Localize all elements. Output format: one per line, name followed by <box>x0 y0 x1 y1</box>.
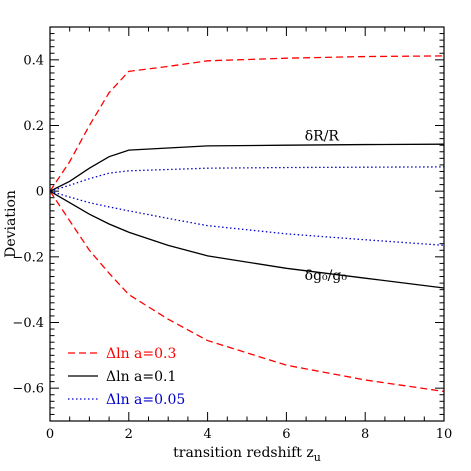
series-line-0-dR <box>49 55 445 192</box>
y-axis-label: Deviation <box>3 190 19 258</box>
tick-labels: 0 2 4 6 8 10 −0.6 −0.4 −0.2 0 0.2 0.4 <box>12 53 452 442</box>
x-tick-label: 8 <box>361 427 369 442</box>
y-tick-label: 0 <box>36 185 44 200</box>
series-lines <box>49 55 445 393</box>
axis-ticks <box>49 26 445 422</box>
legend-label-1: Δln a=0.1 <box>106 369 176 385</box>
legend: Δln a=0.3 Δln a=0.1 Δln a=0.05 <box>68 346 185 408</box>
x-tick-label: 10 <box>436 427 453 442</box>
legend-label-2: Δln a=0.05 <box>106 392 185 408</box>
series-line-2-dR <box>49 143 445 192</box>
legend-label-0: Δln a=0.3 <box>106 346 176 362</box>
y-tick-label: −0.4 <box>12 316 44 331</box>
x-tick-label: 2 <box>125 427 133 442</box>
series-line-4-dR <box>49 166 445 192</box>
x-tick-label: 6 <box>282 427 290 442</box>
x-axis-label: transition redshift zu <box>173 445 321 464</box>
annotation-0: δR/R <box>305 128 340 144</box>
series-line-1-dg <box>49 190 445 393</box>
plot-frame <box>49 26 445 422</box>
x-tick-label: 4 <box>203 427 211 442</box>
y-tick-label: 0.4 <box>23 53 44 68</box>
annotation-1: δg₀/g₀ <box>305 268 348 284</box>
annotations: δR/R δg₀/g₀ <box>305 128 348 284</box>
series-line-3-dg <box>49 190 445 289</box>
y-tick-label: −0.6 <box>12 382 44 397</box>
series-line-5-dg <box>49 190 445 246</box>
x-tick-label: 0 <box>46 427 54 442</box>
y-tick-label: −0.2 <box>12 250 44 265</box>
y-tick-label: 0.2 <box>23 119 44 134</box>
